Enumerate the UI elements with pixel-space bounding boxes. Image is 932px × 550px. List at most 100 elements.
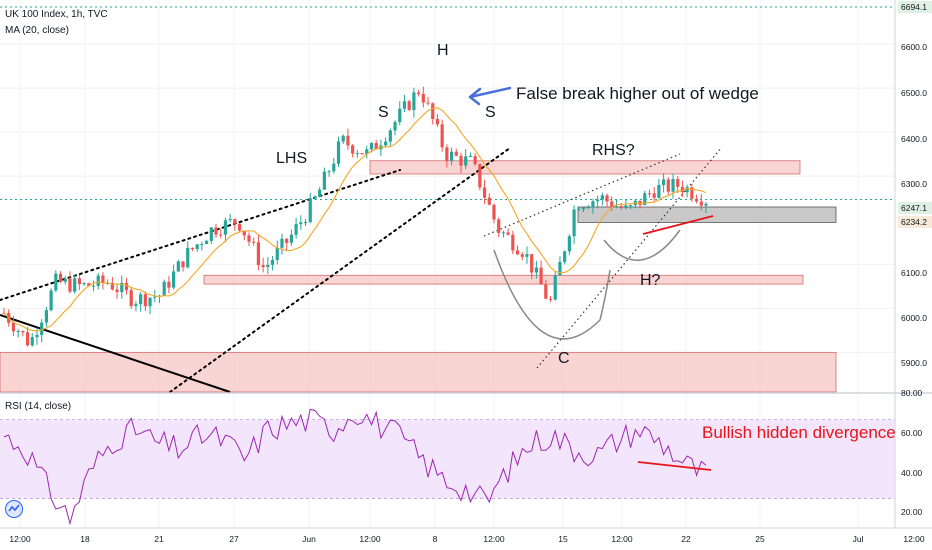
support-zone-gray [577, 206, 837, 223]
candle-body [256, 242, 261, 265]
candle-body [44, 310, 49, 323]
time-tick: 12:00 [359, 534, 381, 544]
candle-body [577, 209, 581, 211]
candle-body [195, 244, 199, 250]
candle-body [534, 267, 538, 273]
candle-body [25, 332, 30, 346]
candle-body [313, 196, 317, 199]
candle-body [388, 130, 392, 142]
candle-body [506, 232, 510, 235]
candle-body [247, 235, 251, 242]
candle-body [426, 102, 430, 104]
candle-body [417, 92, 421, 94]
candle-body [365, 149, 369, 155]
candle-body [685, 187, 689, 193]
candle-body [172, 271, 176, 288]
candle-body [374, 142, 378, 150]
candle-body [322, 171, 326, 190]
candle-body [228, 219, 232, 221]
candle-body [421, 93, 425, 103]
annotation-h-question: H? [640, 272, 661, 289]
cup-arc [493, 249, 611, 340]
candle-body [690, 187, 694, 199]
candle-body [303, 222, 308, 224]
candle-body [610, 201, 614, 208]
chart-symbol-title: UK 100 Index, 1h, TVC [5, 9, 108, 20]
candle-body [115, 289, 119, 293]
candle-body [614, 206, 619, 208]
price-tick-6000: 6000.0 [901, 313, 927, 323]
candle-body [676, 179, 680, 187]
candle-body [473, 156, 477, 165]
candle-body [398, 108, 402, 123]
candle-body [332, 163, 336, 172]
candle-body [266, 264, 270, 268]
candle-body [285, 238, 289, 243]
candle-body [619, 206, 623, 209]
candle-body [393, 122, 397, 131]
candle-body [54, 273, 58, 291]
time-tick: 12:00 [9, 534, 31, 544]
candle-body [591, 201, 595, 208]
candle-body [445, 147, 449, 162]
candle-body [501, 232, 506, 234]
resistance-support-zones [0, 160, 837, 393]
candle-body [77, 278, 81, 285]
price-higher-low-line [642, 215, 714, 235]
candle-body [11, 322, 16, 332]
candle-body [454, 151, 458, 156]
candle-body [563, 251, 567, 262]
tradingview-logo-icon[interactable] [5, 500, 23, 518]
time-tick: 25 [755, 534, 765, 544]
candle-body [464, 156, 468, 166]
candle-body [327, 171, 331, 173]
candle-body [162, 281, 166, 296]
rsi-tick-60: 60.00 [901, 428, 923, 438]
candle-body [219, 234, 223, 236]
price-tick-6600: 6600.0 [901, 42, 927, 52]
candle-body [252, 241, 256, 243]
candle-body [605, 195, 609, 202]
annotation-c: C [558, 350, 570, 367]
price-tick-5900: 5900.0 [901, 358, 927, 368]
candle-body [82, 283, 86, 285]
candle-body [431, 103, 435, 119]
candle-body [497, 219, 501, 233]
candle-body [186, 247, 190, 268]
candle-body [478, 164, 482, 188]
candle-body [35, 334, 39, 338]
candle-body [68, 278, 72, 292]
candle-body [487, 197, 491, 205]
candle-body [237, 223, 242, 231]
candle-body [346, 135, 350, 146]
candle-body [525, 254, 529, 257]
candle-body [694, 198, 699, 202]
time-tick: 18 [80, 534, 90, 544]
candle-body [581, 207, 586, 210]
candle-body [16, 331, 20, 333]
candle-body [647, 193, 652, 195]
rsi-panel [0, 408, 895, 526]
candle-body [87, 283, 91, 287]
candle-body [548, 298, 553, 300]
rsi-tick-80: 80.00 [901, 388, 923, 398]
rsi-tick-20: 20.00 [901, 507, 923, 517]
candle-body [355, 153, 359, 155]
supply-zone [369, 160, 801, 175]
price-tick-6100: 6100.0 [901, 268, 927, 278]
wedge-lower-line [169, 147, 511, 393]
candle-body [515, 250, 520, 255]
candle-body [261, 264, 265, 268]
candle-body [440, 124, 444, 148]
rsi-divergence-line [637, 461, 712, 471]
rsi-tick-40: 40.00 [901, 468, 923, 478]
downtrend-line [0, 314, 231, 393]
candle-body [586, 207, 590, 209]
candle-body [49, 290, 53, 311]
candle-body [134, 304, 138, 306]
candle-body [167, 281, 171, 288]
candle-body [468, 156, 473, 158]
time-tick: Jul [852, 534, 864, 544]
candle-body [596, 199, 600, 202]
